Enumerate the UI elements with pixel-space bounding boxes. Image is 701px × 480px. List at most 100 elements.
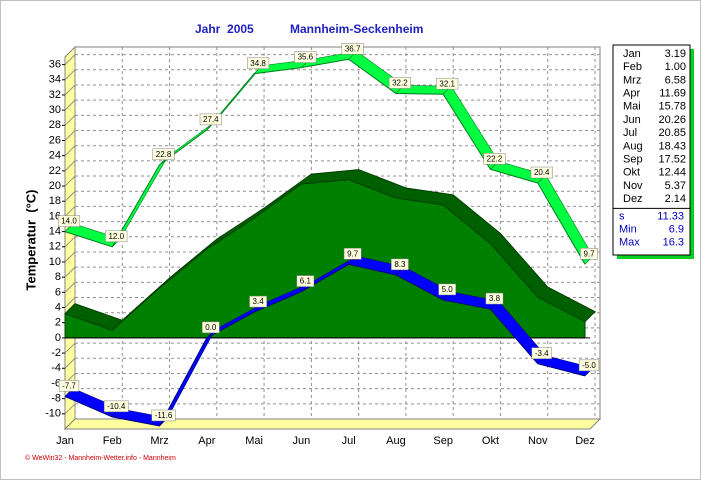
- legend-value: 20.85: [658, 127, 686, 139]
- data-label-bg: [580, 248, 598, 260]
- x-tick-label: Nov: [528, 435, 548, 447]
- y-tick-label: 34: [49, 74, 61, 86]
- data-label-box: 12.0: [105, 230, 128, 243]
- data-label-box: 9.7: [343, 248, 362, 260]
- data-label-box: -3.4: [531, 347, 552, 359]
- legend-month: Dez: [623, 193, 643, 205]
- grid-line: [64, 175, 76, 187]
- y-tick-label: 6: [55, 286, 61, 298]
- y-tick-label: 26: [49, 134, 61, 146]
- y-tick-label: 32: [49, 89, 61, 101]
- data-label-box: 3.4: [249, 295, 267, 308]
- legend-value: 2.14: [665, 193, 686, 205]
- data-label-box: 35.6: [294, 51, 317, 63]
- chart-subtitle: Mannheim-Seckenheim: [290, 22, 423, 36]
- line: [64, 58, 586, 265]
- x-tick-label: Dez: [575, 435, 595, 447]
- data-label: 32.1: [439, 79, 455, 88]
- y-tick-label: 28: [49, 119, 61, 131]
- data-label-box: 32.2: [388, 77, 411, 89]
- data-label-box: 22.8: [152, 148, 175, 161]
- data-label: 36.7: [345, 44, 361, 53]
- legend-value: 12.44: [658, 167, 686, 179]
- y-tick-label: 20: [49, 180, 61, 192]
- data-label: 20.4: [534, 168, 550, 177]
- data-label: 6.1: [300, 277, 312, 286]
- legend-month: Jan: [623, 48, 641, 60]
- legend-value: 3.19: [665, 48, 686, 60]
- legend-month: Apr: [623, 88, 640, 100]
- legend-value: 1.00: [665, 61, 686, 73]
- grid-line: [64, 236, 76, 248]
- data-label-bg: [199, 113, 222, 126]
- legend-month: Aug: [623, 140, 643, 152]
- footer: © WeWin32 - Mannheim-Wetter.info - Mannh…: [25, 454, 176, 462]
- data-label: -3.4: [535, 349, 549, 358]
- x-tick-label: Sep: [433, 435, 453, 447]
- data-label-bg: [151, 409, 176, 422]
- data-label-bg: [249, 295, 267, 308]
- data-label-box: 20.4: [530, 166, 553, 179]
- y-tick-label: -2: [51, 347, 61, 359]
- data-label: -11.6: [155, 411, 173, 420]
- data-label: 35.6: [298, 53, 314, 62]
- legend-month: Okt: [623, 167, 640, 179]
- stat-label: Max: [619, 237, 640, 249]
- y-tick-label: 8: [55, 271, 61, 283]
- grid-line: [64, 266, 76, 278]
- y-axis-label: Temperatur (°C): [23, 189, 38, 290]
- grid-line: [64, 403, 76, 415]
- data-label-bg: [103, 400, 129, 413]
- data-label-box: 8.3: [391, 258, 409, 271]
- legend-month: Mai: [623, 101, 641, 113]
- stat-value: 16.3: [663, 237, 684, 249]
- data-label-box: 14.0: [57, 215, 81, 227]
- data-label-bg: [105, 230, 128, 243]
- data-label-bg: [58, 380, 80, 392]
- stat-label: s: [619, 210, 625, 222]
- data-label-box: 5.0: [438, 283, 456, 296]
- data-label: 22.8: [156, 150, 172, 159]
- grid-line: [64, 190, 76, 202]
- floor: [63, 418, 602, 430]
- legend: [612, 44, 691, 256]
- data-label-bg: [438, 283, 456, 296]
- data-label: 8.3: [394, 260, 406, 269]
- data-label: 27.4: [203, 115, 219, 124]
- legend-month: Jul: [623, 127, 637, 139]
- grid-line: [64, 99, 76, 111]
- data-label-bg: [391, 258, 409, 271]
- chart-title: Jahr 2005: [195, 22, 254, 36]
- x-tick-label: Jun: [292, 435, 310, 447]
- data-label-bg: [57, 215, 81, 227]
- data-label-box: 34.8: [247, 57, 270, 69]
- data-label-box: 32.1: [436, 77, 459, 90]
- y-tick-label: 18: [49, 195, 61, 207]
- grid-line: [64, 69, 76, 81]
- data-label-box: -11.6: [151, 409, 176, 422]
- grid-line: [64, 357, 76, 369]
- y-tick-label: -10: [45, 408, 61, 420]
- y-tick-label: 12: [49, 241, 61, 253]
- data-label-box: 6.1: [296, 275, 315, 287]
- grid-line: [64, 54, 76, 65]
- x-tick-label: Okt: [482, 435, 499, 447]
- data-label-box: 36.7: [341, 43, 364, 55]
- data-label-bg: [530, 166, 553, 179]
- data-label: -10.4: [107, 402, 126, 411]
- data-label: 3.4: [253, 297, 265, 306]
- line: [64, 263, 586, 427]
- data-label-box: -10.4: [103, 400, 129, 413]
- data-label-box: 0.0: [202, 321, 220, 334]
- data-label: 32.2: [392, 79, 408, 88]
- data-label-bg: [483, 153, 506, 165]
- data-label-bg: [294, 51, 317, 63]
- y-tick-label: -8: [51, 393, 61, 405]
- legend-month: Jun: [623, 114, 641, 126]
- y-tick-label: 30: [49, 104, 61, 116]
- stat-value: 11.33: [657, 210, 684, 222]
- legend-value: 18.43: [658, 140, 686, 152]
- x-tick-label: Apr: [198, 435, 215, 447]
- grid-line: [64, 342, 76, 354]
- data-label-box: 27.4: [199, 113, 222, 126]
